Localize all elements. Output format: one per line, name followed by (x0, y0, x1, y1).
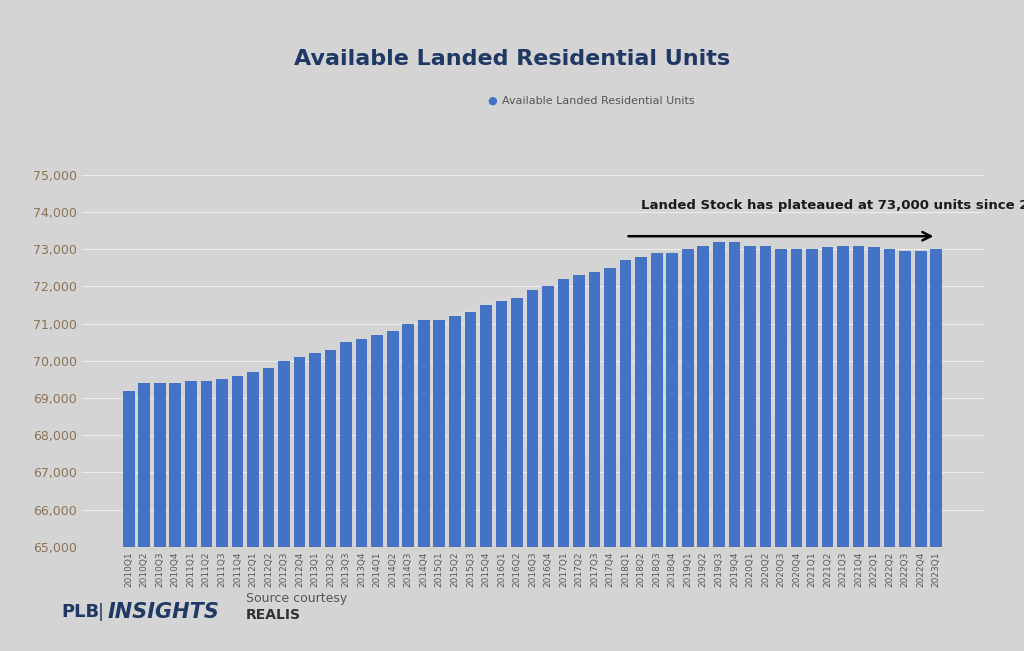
Text: Available Landed Residential Units: Available Landed Residential Units (294, 49, 730, 68)
Bar (154, 383, 166, 651)
Bar (138, 383, 151, 651)
Bar (821, 247, 834, 651)
Bar (728, 242, 740, 651)
Bar (868, 247, 880, 651)
Bar (635, 256, 647, 651)
Bar (884, 249, 896, 651)
Bar (667, 253, 678, 651)
Bar (340, 342, 352, 651)
Bar (231, 376, 244, 651)
Text: Source courtesy: Source courtesy (246, 592, 347, 605)
Bar (573, 275, 585, 651)
Bar (899, 251, 911, 651)
Text: PROPERTY
INVESTMENT
INSIGHTS: PROPERTY INVESTMENT INSIGHTS (524, 338, 685, 404)
Bar (216, 380, 227, 651)
Bar (325, 350, 337, 651)
Bar (169, 383, 181, 651)
Bar (931, 249, 942, 651)
Text: PLB: PLB (61, 603, 99, 621)
Bar (526, 290, 539, 651)
Bar (838, 245, 849, 651)
Bar (355, 339, 368, 651)
Bar (604, 268, 616, 651)
Bar (387, 331, 398, 651)
Text: INSIGHTS: INSIGHTS (108, 602, 219, 622)
Bar (372, 335, 383, 651)
Bar (201, 381, 212, 651)
Bar (262, 368, 274, 651)
Bar (480, 305, 492, 651)
Bar (775, 249, 786, 651)
Bar (511, 298, 523, 651)
Bar (744, 245, 756, 651)
Bar (123, 391, 134, 651)
Bar (185, 381, 197, 651)
Bar (449, 316, 461, 651)
Bar (309, 353, 321, 651)
Bar (620, 260, 632, 651)
Bar (806, 249, 818, 651)
Bar (433, 320, 445, 651)
Bar (279, 361, 290, 651)
Bar (402, 324, 414, 651)
Bar (589, 271, 600, 651)
Bar (713, 242, 725, 651)
Text: |: | (97, 603, 103, 621)
Bar (558, 279, 569, 651)
Bar (496, 301, 507, 651)
Bar (542, 286, 554, 651)
Text: REALIS: REALIS (246, 607, 301, 622)
Bar (697, 245, 710, 651)
Bar (682, 249, 693, 651)
Text: ●: ● (486, 96, 497, 106)
Text: Available Landed Residential Units: Available Landed Residential Units (502, 96, 694, 106)
Bar (791, 249, 803, 651)
Bar (651, 253, 663, 651)
Bar (418, 320, 430, 651)
Bar (760, 245, 771, 651)
Bar (247, 372, 259, 651)
Text: Landed Stock has plateaued at 73,000 units since 2018: Landed Stock has plateaued at 73,000 uni… (641, 199, 1024, 212)
Bar (914, 251, 927, 651)
Bar (465, 312, 476, 651)
Bar (294, 357, 305, 651)
Bar (853, 245, 864, 651)
Circle shape (407, 285, 803, 457)
